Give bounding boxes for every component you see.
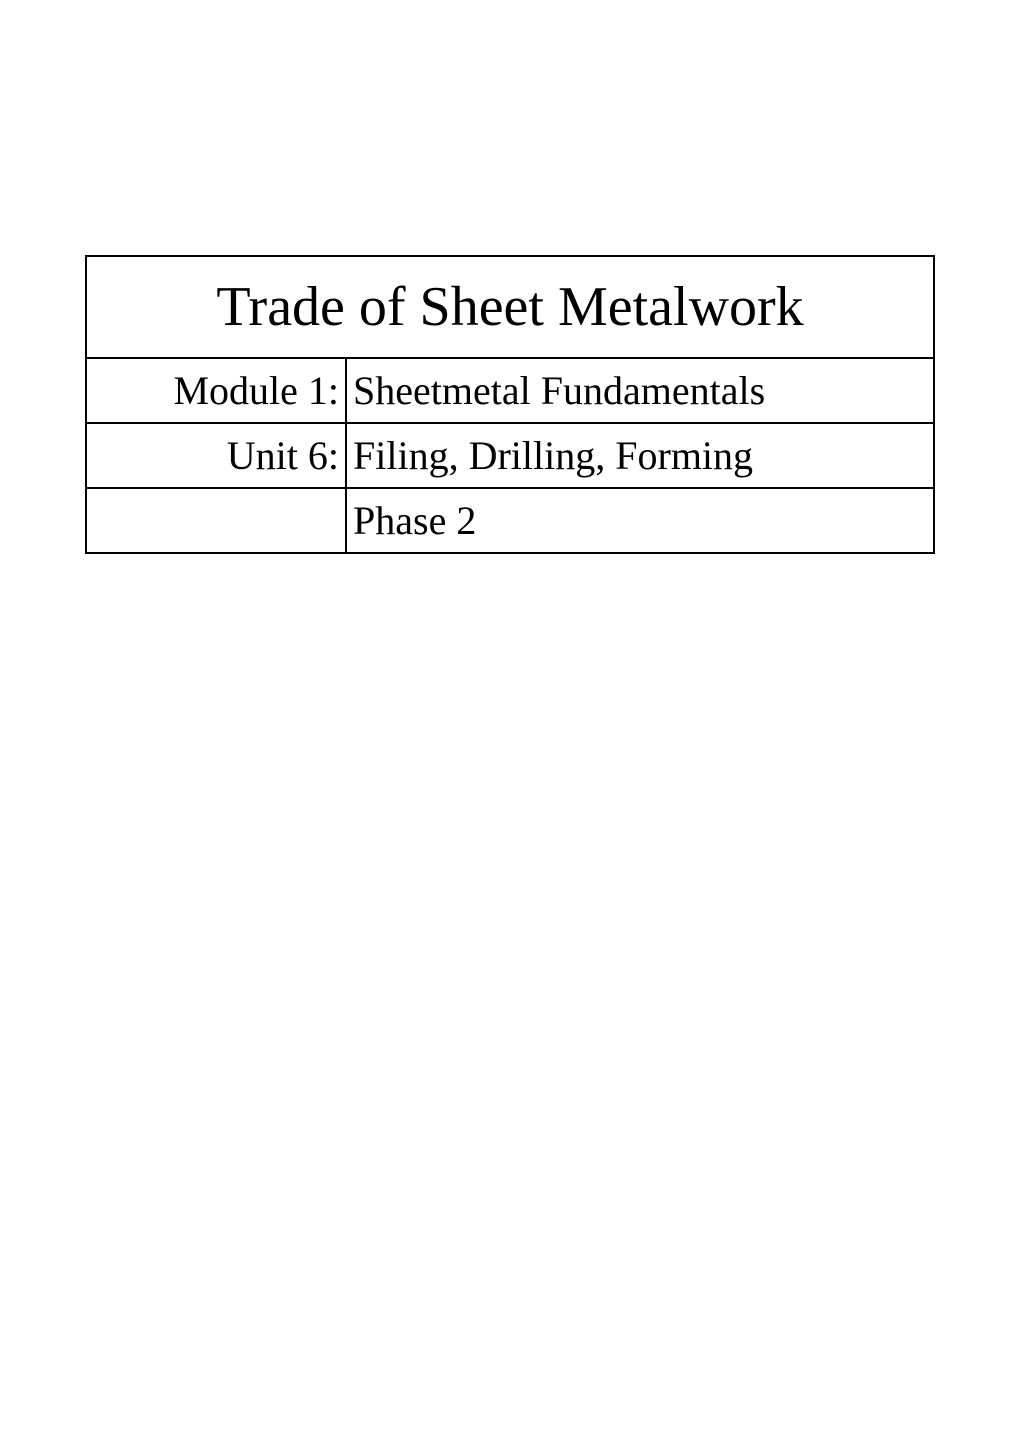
row-label: Module 1:	[87, 359, 347, 422]
table-row: Module 1: Sheetmetal Fundamentals	[87, 359, 933, 424]
table-row: Unit 6: Filing, Drilling, Forming	[87, 424, 933, 489]
table-row: Phase 2	[87, 489, 933, 552]
row-label	[87, 489, 347, 552]
row-value: Filing, Drilling, Forming	[347, 424, 933, 487]
row-value: Phase 2	[347, 489, 933, 552]
row-value: Sheetmetal Fundamentals	[347, 359, 933, 422]
course-info-table: Trade of Sheet Metalwork Module 1: Sheet…	[85, 255, 935, 554]
table-title: Trade of Sheet Metalwork	[87, 257, 933, 359]
row-label: Unit 6:	[87, 424, 347, 487]
